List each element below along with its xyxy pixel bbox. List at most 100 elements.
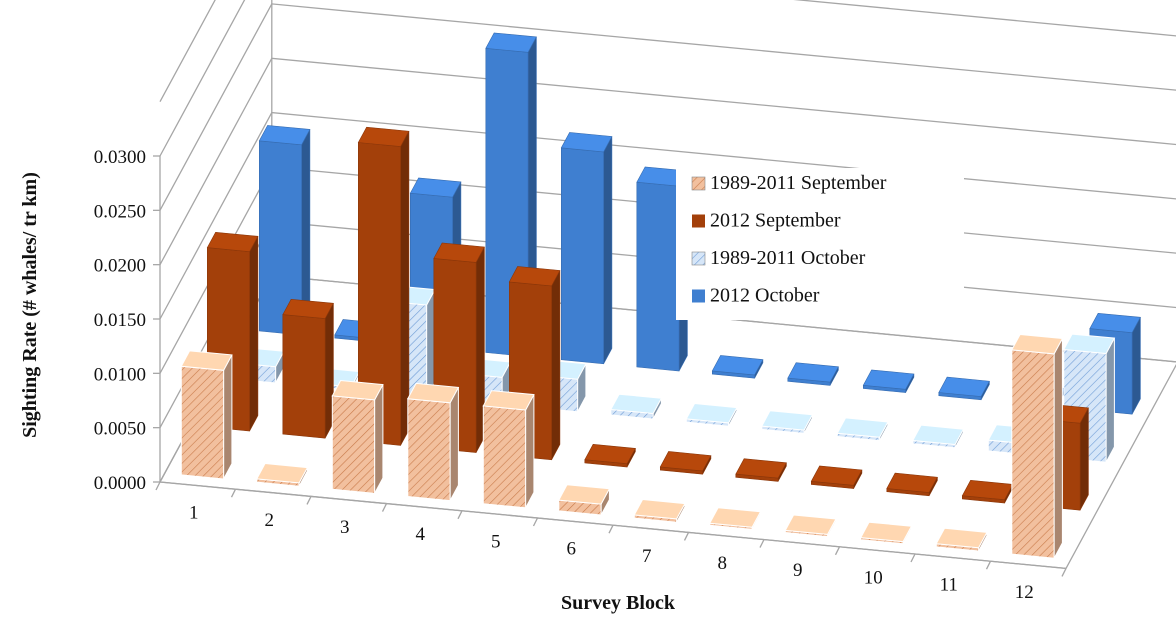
- x-tick-label: 5: [491, 531, 501, 552]
- bar-top: [787, 362, 839, 383]
- bar: [558, 484, 611, 516]
- bar: [609, 393, 663, 420]
- bar: [886, 472, 938, 497]
- bar: [938, 376, 990, 401]
- x-tick-mark: [306, 496, 312, 505]
- bar-side: [603, 136, 613, 364]
- bar-side: [1079, 407, 1089, 511]
- legend-label: 1989-2011 October: [710, 247, 866, 269]
- bar-top: [912, 424, 965, 446]
- bar-top: [836, 417, 889, 438]
- bar-top: [1089, 312, 1141, 334]
- y-tick-label: 0.0100: [94, 364, 146, 385]
- gridline: [159, 0, 216, 103]
- bar: [709, 507, 762, 530]
- gridline: [159, 0, 1176, 157]
- x-tick-label: 8: [718, 553, 728, 574]
- bar-top: [711, 355, 764, 376]
- bar-top: [609, 393, 663, 415]
- bar-top: [409, 177, 462, 198]
- legend-label: 2012 October: [710, 285, 820, 307]
- bar-top: [433, 242, 485, 263]
- x-tick-mark: [910, 553, 916, 563]
- legend-label: 2012 September: [710, 210, 841, 232]
- bar-top: [482, 390, 535, 411]
- bar: [961, 479, 1014, 504]
- bar-top: [709, 507, 762, 528]
- bar-top: [206, 231, 259, 253]
- bar-side: [525, 394, 535, 509]
- bar-side: [449, 387, 459, 501]
- bar-front: [560, 147, 604, 365]
- x-tick-label: 7: [642, 546, 652, 567]
- bar-top: [357, 126, 410, 147]
- bar-front: [407, 398, 451, 502]
- bar-side: [223, 354, 233, 480]
- legend-background: [676, 168, 964, 320]
- x-tick-mark: [759, 539, 765, 548]
- bar: [282, 298, 334, 439]
- x-tick-mark: [381, 503, 388, 512]
- x-tick-label: 12: [1015, 582, 1034, 603]
- bar-top: [685, 402, 738, 424]
- bar: [256, 462, 309, 487]
- bar-top: [659, 451, 712, 472]
- bar: [258, 125, 311, 336]
- bar-top: [761, 410, 814, 431]
- bar-top: [258, 125, 311, 146]
- bar: [407, 382, 460, 502]
- y-tick-label: 0.0050: [94, 419, 146, 440]
- bar-top: [784, 514, 837, 535]
- bar-top: [485, 32, 537, 53]
- bar-top: [256, 462, 309, 484]
- x-tick-mark: [230, 488, 237, 498]
- bar: [711, 355, 764, 379]
- bar-front: [482, 405, 527, 509]
- bar: [912, 424, 965, 449]
- legend-swatch: [691, 176, 706, 191]
- x-tick-label: 4: [416, 524, 426, 545]
- bar-top: [331, 379, 384, 401]
- bar: [584, 443, 636, 468]
- legend-swatch: [692, 289, 705, 303]
- bar: [810, 465, 863, 489]
- bar-side: [1105, 337, 1115, 463]
- bar: [787, 362, 839, 386]
- bar-front: [282, 314, 326, 439]
- bar: [357, 126, 410, 446]
- y-tick-label: 0.0200: [94, 256, 146, 277]
- bar-front: [180, 365, 225, 480]
- bar-top: [508, 266, 561, 287]
- bar: [860, 521, 913, 545]
- bar-top: [1011, 333, 1064, 355]
- y-tick-label: 0.0000: [94, 473, 146, 494]
- legend-label: 1989-2011 September: [710, 172, 887, 194]
- x-tick-label: 9: [793, 560, 803, 581]
- bar-side: [1053, 338, 1063, 559]
- bar: [685, 402, 738, 427]
- legend: 1989-2011 September 2012 September 1989-20…: [676, 168, 964, 320]
- bar-top: [810, 465, 863, 486]
- bar-top: [558, 484, 611, 505]
- bar: [180, 350, 233, 480]
- bar-top: [862, 369, 915, 390]
- x-tick-mark: [683, 532, 690, 541]
- y-axis-title: Sighting Rate (# whales/ tr km): [19, 172, 41, 438]
- legend-swatch: [691, 251, 706, 266]
- y-tick-label: 0.0250: [94, 201, 146, 222]
- bar-front: [636, 181, 680, 372]
- x-tick-mark: [985, 560, 992, 570]
- x-tick-mark: [608, 524, 614, 534]
- bar: [633, 498, 686, 523]
- bar: [784, 514, 837, 538]
- bar-top: [1063, 333, 1116, 355]
- x-tick-label: 1: [189, 503, 199, 524]
- bar: [1011, 333, 1064, 559]
- x-tick-mark: [532, 517, 539, 527]
- x-axis-line: [159, 481, 1067, 570]
- gridline: [159, 3, 1176, 211]
- bar: [862, 369, 915, 393]
- bar: [331, 379, 384, 494]
- bar-top: [860, 521, 913, 543]
